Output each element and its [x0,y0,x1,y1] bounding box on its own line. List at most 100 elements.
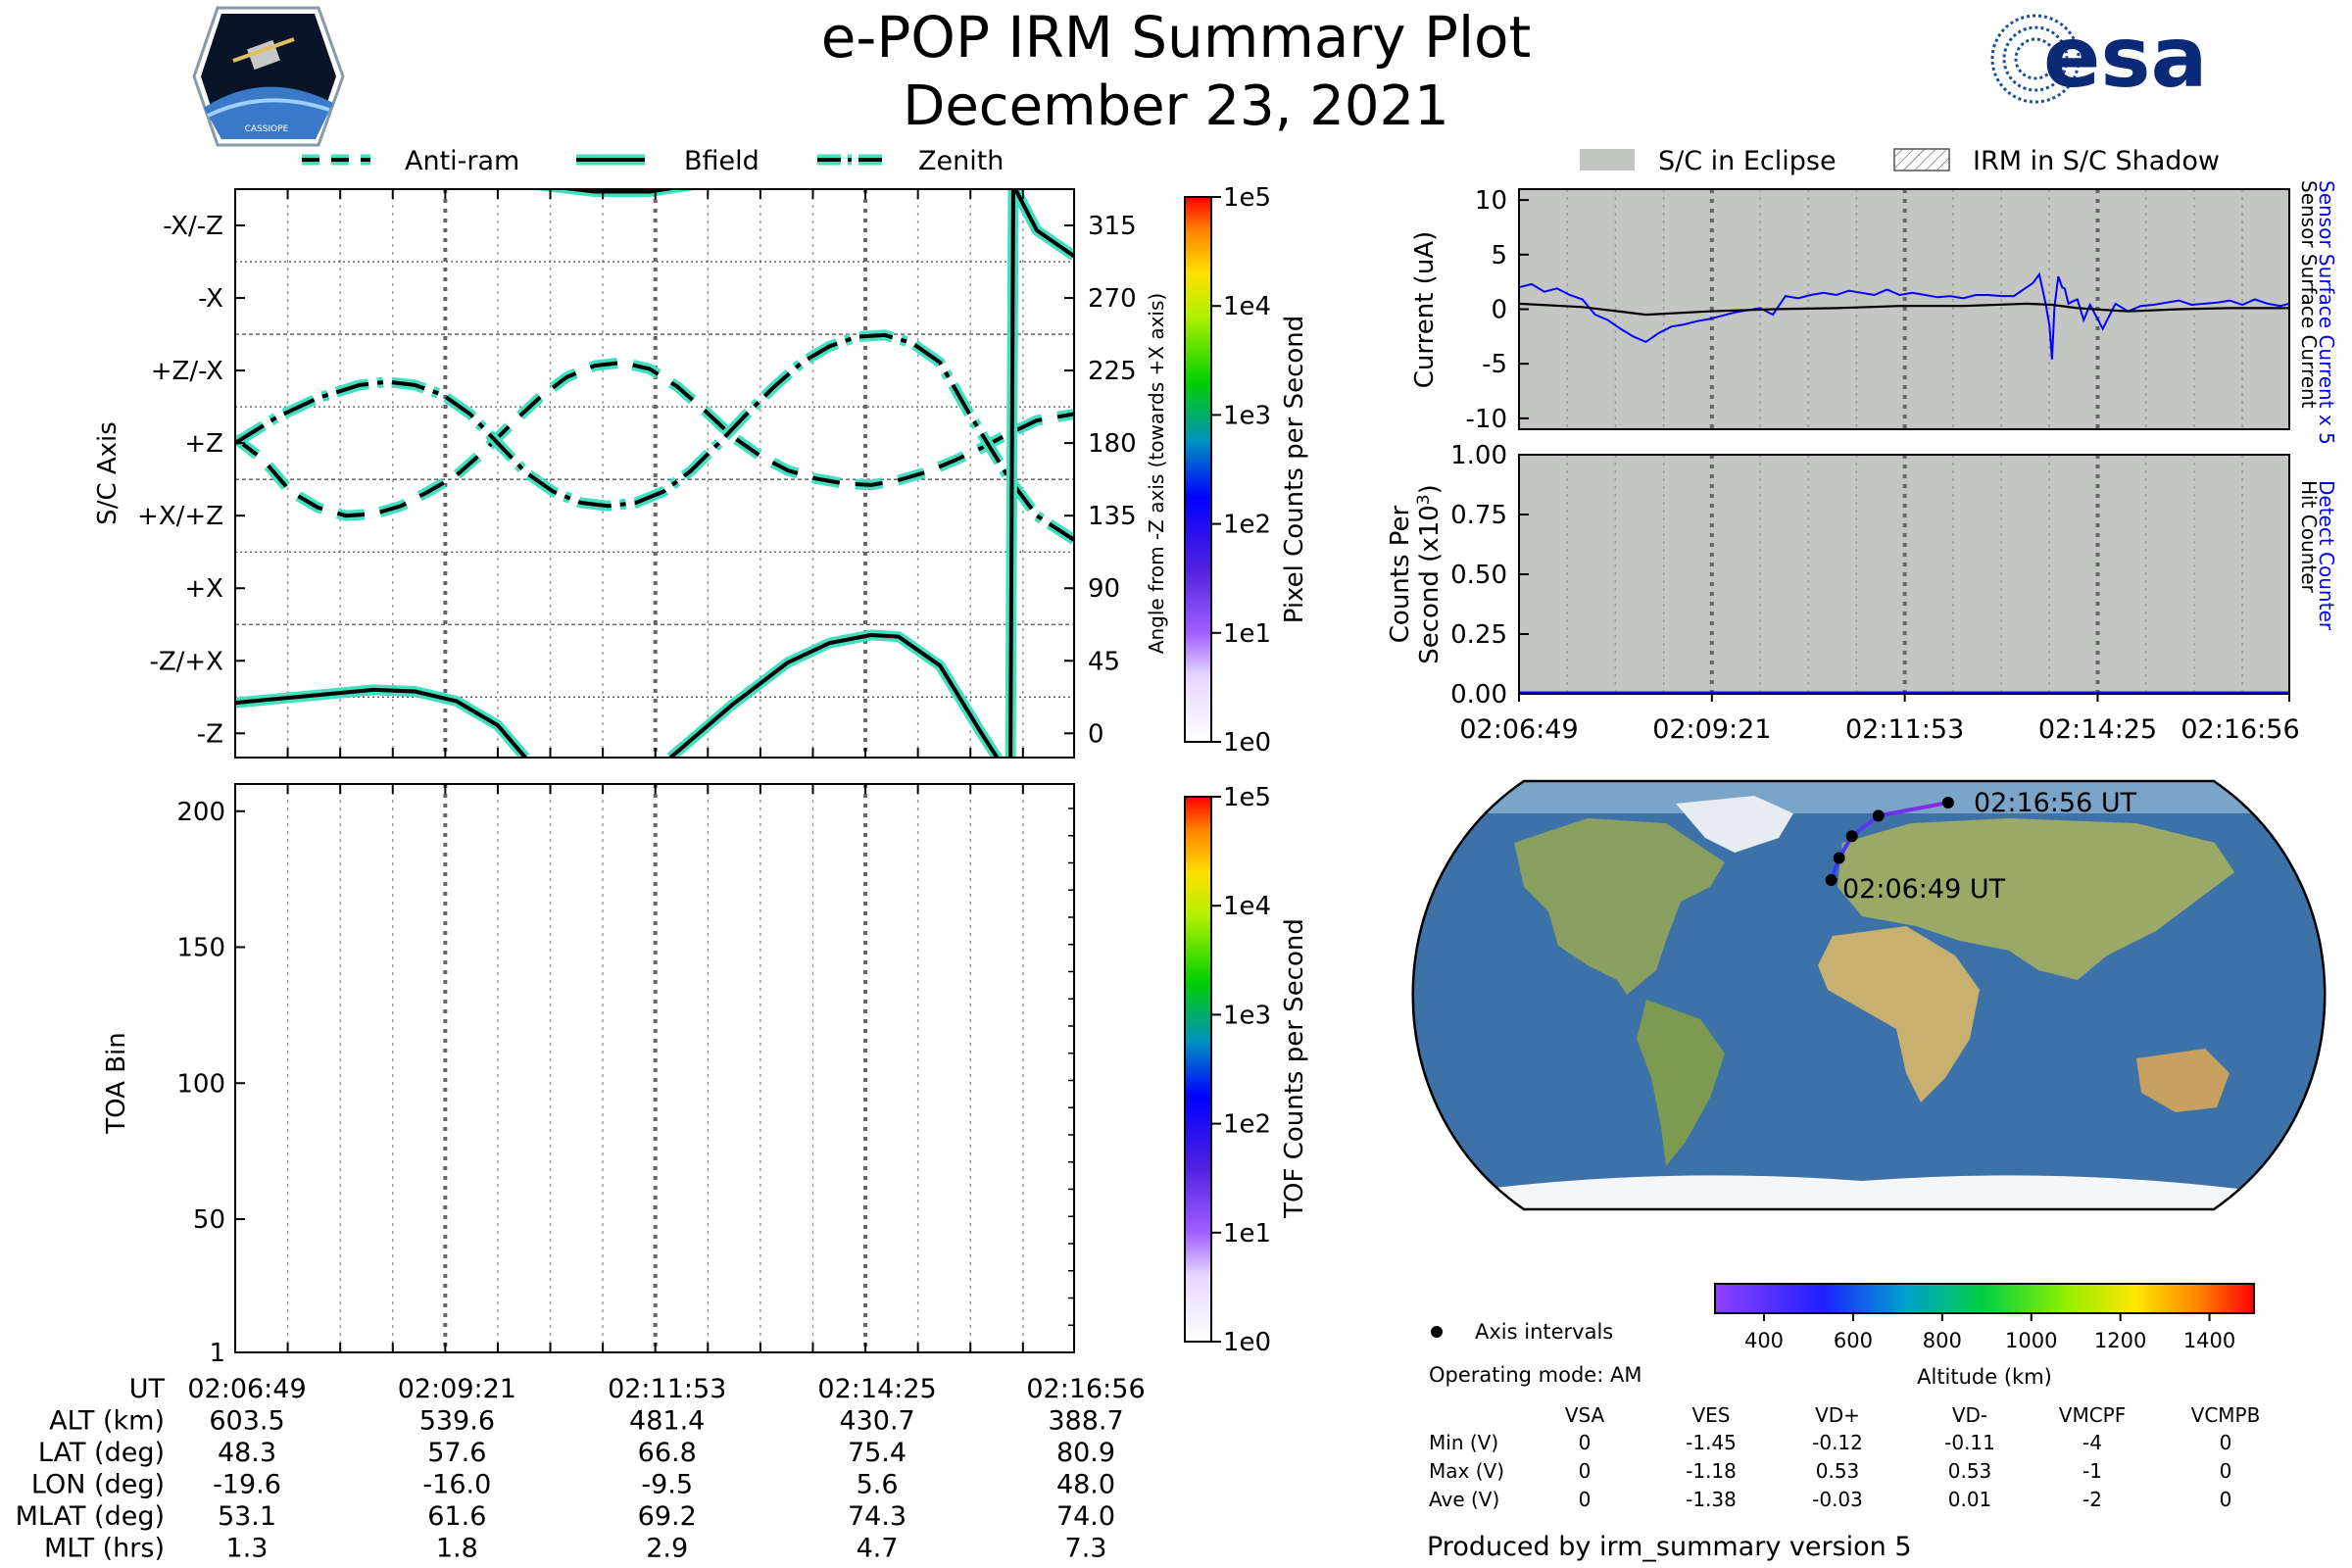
ephemeris-row-label: LON (deg) [31,1470,165,1500]
voltage-cell: 0.53 [1816,1459,1860,1483]
ephemeris-cell: 430.7 [839,1406,914,1437]
ephemeris-row-label: MLAT (deg) [16,1501,165,1532]
voltage-cell: -1 [2082,1459,2102,1483]
map-start-label: 02:06:49 UT [1842,874,2006,905]
bfield-series-line [235,687,527,758]
sc-left-tick-label: -Z [197,719,223,749]
counts-ylabel-2: Second (x103) [1414,484,1445,664]
voltage-row-label: Max (V) [1429,1459,1504,1483]
ephemeris-cell: 5.6 [857,1470,899,1500]
voltage-cell: 0 [1579,1488,1592,1511]
map-surface [1412,781,2326,1209]
current-panel: -10 -5 0 5 10 Current (uA) Sensor Surface Cu… [1410,180,2338,445]
counts-x-tick-label: 02:14:25 [2038,714,2157,745]
anti-ram-series-line [235,360,1074,518]
current-y-tick-label: 5 [1491,241,1507,270]
australia-landmass [2136,1049,2230,1112]
africa-landmass [1818,926,1980,1102]
voltage-cell: -4 [2082,1431,2102,1454]
voltage-header: VSA [1565,1403,1605,1427]
counts-x-tick-label: 02:09:21 [1652,714,1771,745]
counts-y-tick-label: 0.50 [1450,561,1507,590]
ephemeris-cell: 48.0 [1056,1470,1115,1500]
sensor-current-line [1518,302,2289,317]
legend-anti-ram: Anti-ram [405,146,519,176]
sc-axis-grid [235,189,1074,758]
sc-right-tick-label: 0 [1088,719,1104,749]
page-date: December 23, 2021 [903,74,1449,138]
ephemeris-cell: 53.1 [218,1501,276,1532]
ephemeris-cell: 74.3 [848,1501,906,1532]
pixel-colorbar-tick-label: 1e4 [1223,292,1271,321]
voltage-header: VES [1691,1403,1730,1427]
axis-intervals-label: Axis intervals [1475,1320,1613,1344]
orbit-axis-interval-point [1833,852,1845,864]
voltage-cell: 0 [2220,1488,2232,1511]
voltage-cell: 0 [1579,1431,1592,1454]
voltage-header: VCMPB [2191,1403,2261,1427]
altitude-tick-label: 1200 [2094,1329,2146,1352]
toa-ylabel: TOA Bin [102,1032,131,1134]
pixel-colorbar-tick-label: 1e5 [1223,183,1271,213]
sc-left-tick-label: -X/-Z [163,212,223,241]
header: e-POP IRM Summary Plot December 23, 2021… [192,4,2208,147]
ephemeris-cell: 75.4 [848,1438,906,1468]
current-y-tick-label: 0 [1491,296,1507,325]
voltage-cell: 0.53 [1948,1459,1992,1483]
tof-colorbar-tick-label: 1e5 [1223,783,1271,812]
ephemeris-cell: 57.6 [427,1438,486,1468]
voltage-row-label: Min (V) [1429,1431,1498,1454]
sc-left-tick-label: -X [198,284,223,314]
ephemeris-cell: 539.6 [419,1406,495,1437]
voltage-cell: 0.01 [1948,1488,1992,1511]
eurasia-landmass [1838,818,2234,980]
sc-axis-right-label: Angle from -Z axis (towards +X axis) [1145,293,1168,654]
ephemeris-row-label: MLT (hrs) [44,1534,165,1564]
sc-right-tick-label: 270 [1088,284,1137,314]
sc-left-tick-label: +Z [184,429,223,459]
operating-mode: Operating mode: AM [1429,1363,1642,1387]
ephemeris-cell: -9.5 [641,1470,693,1500]
ephemeris-cell: 388.7 [1048,1406,1123,1437]
voltage-cell: -1.45 [1686,1431,1737,1454]
sc-left-tick-label: +X [184,574,223,604]
counts-ylabel-1: Counts Per [1386,505,1415,643]
tof-colorbar-tick-label: 1e4 [1223,892,1271,921]
sc-left-tick-label: +X/+Z [137,502,223,531]
antarctica-landmass [1470,1175,2254,1209]
ephemeris-cell: 2.9 [646,1534,688,1564]
ephemeris-cell: 80.9 [1056,1438,1115,1468]
ephemeris-cell: 69.2 [638,1501,697,1532]
sc-right-tick-label: 315 [1088,212,1137,241]
toa-y-tick-label: 1 [209,1339,225,1368]
toa-y-tick-label: 200 [176,798,225,827]
counts-y-tick-label: 0.00 [1450,680,1507,710]
pixel-colorbar-tick-label: 1e2 [1223,511,1271,540]
orbit-axis-interval-point [1845,830,1858,843]
current-right-label-blue: Sensor Surface Current x 5 [2315,180,2338,445]
current-right-label-black: Sensor Surface Current [2297,180,2321,409]
ephemeris-cell: -19.6 [213,1470,281,1500]
current-y-tick-label: -10 [1466,405,1507,434]
cassiope-logo: CASSIOPE [192,6,345,147]
pixel-colorbar: 1e0 1e1 1e2 1e3 1e4 1e5 Pixel Counts per Seco… [1184,183,1309,758]
legend-zenith: Zenith [918,146,1004,176]
pixel-colorbar-tick-label: 1e1 [1223,619,1271,649]
page-title: e-POP IRM Summary Plot [821,4,1532,71]
ephemeris-cell: 4.7 [857,1534,899,1564]
pixel-colorbar-label: Pixel Counts per Second [1280,316,1309,624]
sc-axis-series [235,189,1074,758]
ephemeris-cell: 7.3 [1065,1534,1107,1564]
sc-left-tick-label: -Z/+X [149,647,223,676]
sc-axis-legend: Anti-ram Bfield Zenith [302,146,1004,176]
sc-right-tick-label: 180 [1088,429,1137,459]
ephemeris-cell: 02:06:49 [187,1374,306,1404]
ephemeris-cell: -16.0 [422,1470,491,1500]
tof-colorbar-label: TOF Counts per Second [1280,918,1309,1219]
altitude-colorbar: 400 600 800 1000 1200 1400 Altitude (km) [1714,1283,2255,1389]
sc-right-tick-label: 45 [1088,647,1120,676]
ephemeris-cell: 02:14:25 [817,1374,936,1404]
bfield-series-line [557,189,679,194]
counts-panel: 0.00 0.25 0.50 0.75 1.00 02:06:49 02:09:21 02:1… [1386,441,2338,745]
